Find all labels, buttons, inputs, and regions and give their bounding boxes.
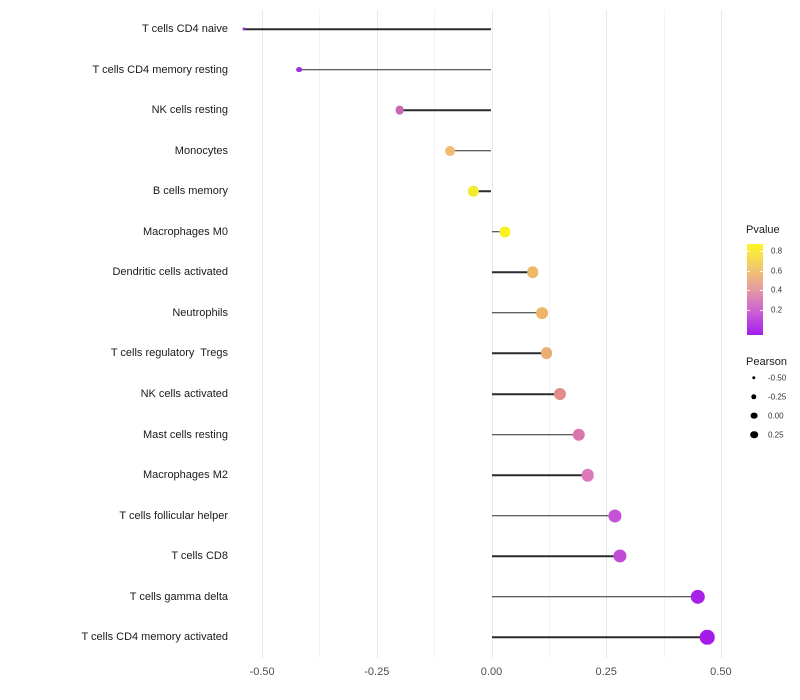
pearson-legend-row: 0.00: [744, 406, 800, 425]
pvalue-colorbar: [747, 244, 763, 335]
colorbar-tick-label: 0.8: [771, 246, 783, 256]
y-axis-label: Macrophages M0: [143, 225, 228, 238]
y-axis-label: T cells CD4 naive: [142, 23, 228, 35]
lollipop-stem: [491, 271, 533, 274]
lollipop-stem: [491, 231, 506, 233]
pearson-legend-row: 0.25: [744, 425, 800, 444]
colorbar-tick-label: 0.2: [771, 305, 783, 314]
y-axis-label: Dendritic cells activated: [112, 266, 228, 279]
lollipop-dot: [613, 549, 627, 563]
x-axis-tick-label: -0.50: [249, 666, 275, 678]
lollipop-stem: [491, 474, 588, 476]
lollipop-stem: [298, 68, 492, 71]
y-axis-label: Mast cells resting: [143, 428, 228, 441]
lollipop-dot: [554, 387, 567, 401]
gridline-major: [376, 10, 378, 658]
pearson-size-legend: Pearson -0.50 -0.25 0.00 0.25: [744, 356, 800, 444]
lollipop-stem: [491, 514, 616, 517]
y-axis-label: T cells regulatory Tregs: [110, 347, 228, 360]
lollipop-stem: [491, 352, 547, 355]
y-axis-label: Monocytes: [174, 144, 228, 157]
pearson-legend-dot: [752, 375, 756, 380]
colorbar-tick-mark: [747, 270, 750, 272]
lollipop-dot: [445, 145, 456, 156]
colorbar-tick-label: 0.6: [771, 266, 783, 275]
colorbar-tick-mark: [760, 251, 763, 252]
lollipop-dot: [690, 589, 706, 605]
pearson-legend-label: 0.00: [768, 411, 784, 420]
gridline-major: [262, 10, 264, 658]
y-axis-label: Neutrophils: [172, 306, 228, 319]
legend: Pvalue 0.8 0.6 0.4 0.2 Pearson -0.50 -0.25 0.…: [744, 224, 800, 444]
gridline-minor: [548, 10, 550, 658]
lollipop-dot: [540, 347, 553, 360]
x-axis-tick-label: 0.25: [595, 666, 617, 678]
gridline-minor: [663, 10, 665, 658]
lollipop-dot: [467, 186, 479, 197]
pearson-legend-row: -0.50: [744, 368, 800, 387]
x-axis-tick-label: 0.50: [710, 666, 732, 678]
y-axis-label: T cells CD4 memory resting: [92, 63, 229, 76]
lollipop-stem: [491, 555, 620, 558]
lollipop-dot: [526, 266, 539, 279]
lollipop-dot: [699, 630, 715, 645]
y-axis-label: B cells memory: [152, 185, 228, 198]
pvalue-colorbar-wrap: 0.8 0.6 0.4 0.2: [747, 244, 800, 335]
pearson-legend-dot: [750, 412, 758, 419]
pearson-legend-dot: [750, 430, 758, 439]
pearson-legend-label: -0.25: [768, 392, 787, 401]
colorbar-tick-mark: [760, 270, 763, 272]
pearson-legend-label: -0.50: [768, 373, 787, 382]
gridline-minor: [319, 10, 321, 658]
lollipop-dot: [581, 468, 595, 482]
y-axis-label: NK cells activated: [140, 388, 228, 401]
pearson-legend-row: -0.25: [744, 387, 800, 406]
lollipop-dot: [572, 428, 585, 441]
lollipop-dot: [395, 105, 405, 115]
lollipop-dot: [242, 27, 246, 31]
colorbar-tick-mark: [747, 290, 750, 291]
gridline-major: [720, 10, 722, 658]
lollipop-stem: [491, 636, 708, 639]
gridline-major: [606, 10, 608, 658]
gridline-major: [491, 10, 493, 658]
lollipop-stem: [491, 393, 561, 395]
y-axis-label: NK cells resting: [151, 104, 228, 117]
y-axis-label: Macrophages M2: [143, 469, 228, 482]
colorbar-tick-mark: [760, 290, 763, 291]
x-axis-tick-label: 0.00: [480, 666, 503, 678]
lollipop-stem: [491, 312, 542, 314]
lollipop-dot: [608, 509, 622, 523]
pearson-legend-label: 0.25: [768, 430, 784, 439]
pvalue-legend-title: Pvalue: [746, 224, 780, 236]
pearson-legend-items: -0.50 -0.25 0.00 0.25: [744, 368, 800, 444]
x-axis-tick-label: -0.25: [364, 666, 390, 678]
y-axis-label: T cells follicular helper: [119, 509, 228, 522]
y-axis-label: T cells CD4 memory activated: [81, 631, 228, 644]
colorbar-tick-label: 0.4: [771, 285, 783, 295]
lollipop-stem: [243, 28, 492, 30]
lollipop-stem: [491, 596, 698, 598]
pearson-legend-dot: [751, 393, 757, 400]
pearson-legend-title: Pearson: [746, 356, 787, 368]
colorbar-tick-mark: [747, 309, 750, 311]
y-axis-label: T cells CD8: [171, 550, 228, 563]
lollipop-stem: [491, 433, 579, 436]
lollipop-dot: [295, 66, 302, 73]
y-axis-label: T cells gamma delta: [129, 590, 228, 603]
colorbar-tick-mark: [747, 251, 750, 252]
colorbar-tick-mark: [760, 309, 763, 311]
lollipop-stem: [473, 190, 492, 192]
lollipop-dot: [499, 226, 511, 238]
lollipop-dot: [536, 307, 548, 319]
gridline-minor: [434, 10, 436, 658]
lollipop-stem: [399, 109, 492, 111]
lollipop-stem: [450, 149, 492, 152]
